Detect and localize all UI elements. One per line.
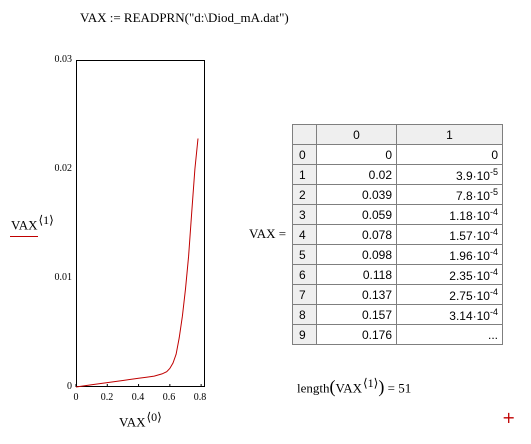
row-index-cell: 2 (292, 184, 317, 205)
table-cell[interactable]: 3.14·10-4 (396, 304, 503, 325)
length-fn: length (297, 380, 330, 396)
table-cell[interactable]: 2.75·10-4 (396, 284, 503, 305)
table-cell[interactable]: 0.176 (316, 324, 397, 345)
table-cell[interactable]: 1.18·10-4 (396, 204, 503, 225)
x-axis-label[interactable]: VAX⟨0⟩ (119, 410, 162, 430)
table-cell[interactable]: 0.118 (316, 264, 397, 285)
length-arg-sup: ⟨1⟩ (363, 376, 379, 390)
table-cell[interactable]: 3.9·10-5 (396, 164, 503, 185)
x-tick-label: 0.4 (131, 392, 145, 403)
table-row[interactable]: 6 0.118 2.35·10-4 (292, 264, 503, 285)
length-result: = 51 (387, 380, 412, 396)
cell-mantissa: 0 (491, 147, 498, 162)
cell-exponent: -4 (489, 266, 498, 277)
length-expression[interactable]: length(VAX⟨1⟩) = 51 (297, 376, 411, 397)
cell-exponent: -5 (489, 166, 498, 177)
cell-mantissa: 2.35·10 (449, 268, 490, 283)
x-tick-label: 0 (73, 392, 79, 403)
table-row[interactable]: 1 0.02 3.9·10-5 (292, 164, 503, 185)
length-arg: VAX (335, 380, 363, 396)
table-cell[interactable]: 0 (316, 144, 397, 165)
table-cell[interactable]: 0 (396, 144, 503, 165)
cell-mantissa: 2.75·10 (449, 288, 490, 303)
x-axis-label-base: VAX (119, 414, 146, 430)
series-line (75, 138, 199, 388)
cell-exponent: -4 (489, 246, 498, 257)
table-cell[interactable]: 0.078 (316, 224, 397, 245)
row-index-cell: 6 (292, 264, 317, 285)
row-index-cell: 9 (292, 324, 317, 345)
table-corner-cell (292, 124, 317, 145)
table-row[interactable]: 8 0.157 3.14·10-4 (292, 304, 503, 325)
x-tick-label: 0.6 (162, 392, 176, 403)
table-cell[interactable]: ... (396, 324, 503, 345)
table-header-row: 0 1 (292, 124, 503, 145)
table-row[interactable]: 5 0.098 1.96·10-4 (292, 244, 503, 265)
table-cell[interactable]: 0.157 (316, 304, 397, 325)
row-index-cell: 5 (292, 244, 317, 265)
cell-exponent: -4 (489, 286, 498, 297)
cell-exponent: -4 (489, 226, 498, 237)
cell-mantissa: 1.57·10 (449, 228, 490, 243)
row-index-cell: 0 (292, 144, 317, 165)
open-paren: ( (329, 376, 336, 397)
table-row[interactable]: 7 0.137 2.75·10-4 (292, 284, 503, 305)
row-index-cell: 8 (292, 304, 317, 325)
diode-iv-plot (75, 138, 202, 388)
close-paren: ) (378, 376, 385, 397)
table-cell[interactable]: 0.137 (316, 284, 397, 305)
table-row[interactable]: 9 0.176... (292, 324, 503, 345)
cell-exponent: -4 (489, 206, 498, 217)
vax-matrix-table[interactable]: 0 1 0 0 0 1 0.02 3.9·10-5 2 0.039 7.8·10-5 3 0.059… (292, 124, 503, 345)
x-tick-label: 0.2 (100, 392, 114, 403)
x-axis-label-sup: ⟨0⟩ (146, 410, 162, 424)
x-tick-label: 0.8 (193, 392, 207, 403)
table-cell[interactable]: 1.96·10-4 (396, 244, 503, 265)
table-cell[interactable]: 1.57·10-4 (396, 224, 503, 245)
table-cell[interactable]: 0.098 (316, 244, 397, 265)
y-axis-label-base: VAX (11, 217, 38, 233)
table-cell[interactable]: 7.8·10-5 (396, 184, 503, 205)
column-header: 0 (316, 124, 397, 145)
table-row[interactable]: 4 0.078 1.57·10-4 (292, 224, 503, 245)
y-axis-label[interactable]: VAX⟨1⟩ (11, 213, 54, 233)
row-index-cell: 4 (292, 224, 317, 245)
series-line-marker (10, 236, 38, 237)
table-cell[interactable]: 2.35·10-4 (396, 264, 503, 285)
cell-exponent: -5 (489, 186, 498, 197)
y-tick-label: 0.02 (54, 163, 73, 174)
crosshair-cursor-icon: + (502, 408, 516, 427)
cell-mantissa: 1.18·10 (449, 208, 490, 223)
cell-mantissa: 7.8·10 (455, 188, 490, 203)
column-header: 1 (396, 124, 503, 145)
y-tick-label: 0.01 (54, 272, 73, 283)
y-tick-label: 0 (67, 381, 72, 392)
cell-mantissa: ... (487, 327, 498, 342)
table-cell[interactable]: 0.039 (316, 184, 397, 205)
y-tick-label: 0.03 (54, 54, 73, 65)
cell-exponent: -4 (489, 306, 498, 317)
cell-mantissa: 3.14·10 (449, 308, 490, 323)
table-row[interactable]: 3 0.059 1.18·10-4 (292, 204, 503, 225)
readprn-formula[interactable]: VAX := READPRN("d:\Diod_mA.dat") (80, 10, 289, 25)
row-index-cell: 3 (292, 204, 317, 225)
cell-mantissa: 1.96·10 (449, 248, 490, 263)
table-cell[interactable]: 0.059 (316, 204, 397, 225)
vax-equals-label: VAX = (249, 226, 287, 241)
row-index-cell: 7 (292, 284, 317, 305)
table-cell[interactable]: 0.02 (316, 164, 397, 185)
table-row[interactable]: 2 0.039 7.8·10-5 (292, 184, 503, 205)
cell-mantissa: 3.9·10 (455, 168, 490, 183)
plot-frame[interactable] (76, 60, 205, 387)
y-axis-label-sup: ⟨1⟩ (38, 213, 54, 227)
row-index-cell: 1 (292, 164, 317, 185)
